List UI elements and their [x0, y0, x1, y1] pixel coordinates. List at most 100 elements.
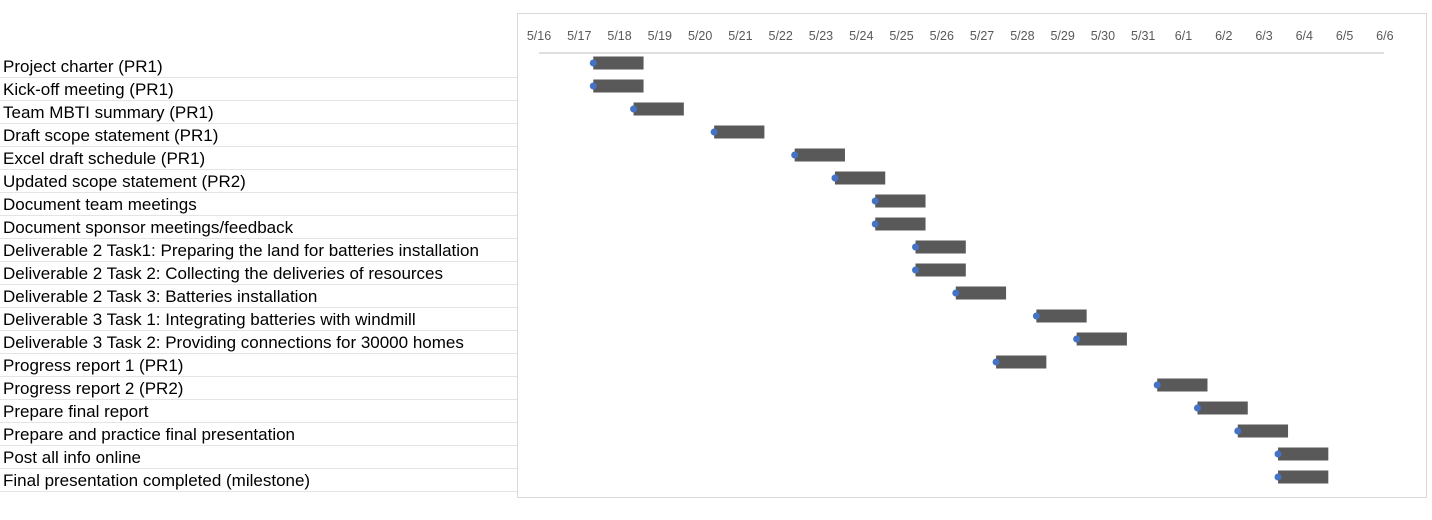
task-bar: [915, 263, 966, 277]
task-start-marker: [912, 243, 920, 251]
task-bar: [955, 286, 1007, 300]
task-label: Kick-off meeting (PR1): [3, 80, 174, 99]
task-start-marker: [589, 59, 597, 67]
x-tick-label: 5/30: [1091, 29, 1115, 43]
task-bar: [875, 217, 926, 231]
task-start-marker: [871, 197, 879, 205]
task-start-marker: [589, 82, 597, 90]
task-bar: [834, 171, 886, 185]
task-label: Document sponsor meetings/feedback: [3, 218, 294, 237]
x-tick-label: 6/2: [1215, 29, 1232, 43]
task-bar: [593, 79, 644, 93]
task-label: Deliverable 2 Task 2: Collecting the del…: [3, 264, 444, 283]
task-row: Post all info online: [0, 446, 517, 469]
task-bar: [875, 194, 926, 208]
task-row: Document team meetings: [0, 193, 517, 216]
x-tick-label: 5/19: [648, 29, 672, 43]
task-row: Progress report 1 (PR1): [0, 354, 517, 377]
task-label: Prepare and practice final presentation: [3, 425, 296, 444]
task-row: Kick-off meeting (PR1): [0, 78, 517, 101]
task-start-marker: [1234, 427, 1242, 435]
task-label: Prepare final report: [3, 402, 149, 421]
task-label: Deliverable 3 Task 1: Integrating batter…: [3, 310, 416, 329]
task-row: Deliverable 2 Task1: Preparing the land …: [0, 239, 517, 262]
task-start-marker: [1274, 473, 1282, 481]
task-start-marker: [791, 151, 799, 159]
task-row: Draft scope statement (PR1): [0, 124, 517, 147]
x-tick-label: 5/26: [930, 29, 954, 43]
x-tick-label: 5/18: [607, 29, 631, 43]
x-tick-label: 6/6: [1376, 29, 1393, 43]
task-row: Deliverable 3 Task 2: Providing connecti…: [0, 331, 517, 354]
task-start-marker: [630, 105, 638, 113]
task-start-marker: [992, 358, 1000, 366]
task-row: Project charter (PR1): [0, 55, 517, 78]
task-bar: [1197, 401, 1248, 415]
task-bar: [1036, 309, 1087, 323]
task-row: Deliverable 2 Task 3: Batteries installa…: [0, 285, 517, 308]
x-tick-label: 5/21: [728, 29, 752, 43]
x-tick-label: 5/29: [1050, 29, 1074, 43]
x-tick-label: 6/3: [1255, 29, 1272, 43]
task-row: Document sponsor meetings/feedback: [0, 216, 517, 239]
task-label: Progress report 2 (PR2): [3, 379, 184, 398]
task-row: Deliverable 2 Task 2: Collecting the del…: [0, 262, 517, 285]
task-start-marker: [710, 128, 718, 136]
task-bar: [794, 148, 845, 162]
task-bar: [1076, 332, 1127, 346]
task-label: Deliverable 2 Task 3: Batteries installa…: [3, 287, 318, 306]
chart-area: [517, 13, 1427, 498]
task-row: Prepare and practice final presentation: [0, 423, 517, 446]
task-bar: [593, 56, 644, 70]
x-tick-label: 6/4: [1296, 29, 1313, 43]
x-tick-label: 5/16: [527, 29, 551, 43]
task-row: Updated scope statement (PR2): [0, 170, 517, 193]
task-bar: [996, 355, 1047, 369]
task-start-marker: [1073, 335, 1081, 343]
task-start-marker: [831, 174, 839, 182]
x-tick-label: 5/17: [567, 29, 591, 43]
task-row: Team MBTI summary (PR1): [0, 101, 517, 124]
task-label: Deliverable 2 Task1: Preparing the land …: [3, 241, 479, 260]
x-tick-label: 5/23: [809, 29, 833, 43]
task-row: Excel draft schedule (PR1): [0, 147, 517, 170]
x-tick-label: 5/24: [849, 29, 873, 43]
task-bars: [589, 56, 1329, 484]
task-bar: [633, 102, 684, 116]
x-tick-label: 6/5: [1336, 29, 1353, 43]
x-tick-label: 5/22: [769, 29, 793, 43]
task-start-marker: [1153, 381, 1161, 389]
x-tick-label: 5/31: [1131, 29, 1155, 43]
task-label: Team MBTI summary (PR1): [3, 103, 214, 122]
task-start-marker: [952, 289, 960, 297]
x-tick-label: 5/28: [1010, 29, 1034, 43]
gantt-chart: 5/16 5/17 5/18 5/19 5/20 5/21 5/22 5/23 5/24 5/25…: [527, 29, 1394, 484]
task-start-marker: [871, 220, 879, 228]
x-tick-label: 6/1: [1175, 29, 1192, 43]
x-axis-ticks: 5/16 5/17 5/18 5/19 5/20 5/21 5/22 5/23 5/24 5/25…: [527, 29, 1394, 43]
task-label: Updated scope statement (PR2): [3, 172, 246, 191]
task-row: Prepare final report: [0, 400, 517, 423]
task-start-marker: [1193, 404, 1201, 412]
task-label: Document team meetings: [3, 195, 197, 214]
task-row: Progress report 2 (PR2): [0, 377, 517, 400]
task-label: Progress report 1 (PR1): [3, 356, 184, 375]
task-bar: [714, 125, 765, 139]
x-tick-label: 5/27: [970, 29, 994, 43]
task-label: Project charter (PR1): [3, 57, 163, 76]
task-start-marker: [912, 266, 920, 274]
task-bar: [1157, 378, 1208, 392]
task-bar: [1278, 447, 1329, 461]
task-label: Post all info online: [3, 448, 141, 467]
task-label: Final presentation completed (milestone): [3, 471, 311, 490]
task-bar: [1237, 424, 1289, 438]
task-label: Deliverable 3 Task 2: Providing connecti…: [3, 333, 464, 352]
x-tick-label: 5/25: [889, 29, 913, 43]
task-start-marker: [1032, 312, 1040, 320]
task-label: Draft scope statement (PR1): [3, 126, 219, 145]
task-bar: [915, 240, 966, 254]
task-row: Final presentation completed (milestone): [0, 469, 517, 492]
task-start-marker: [1274, 450, 1282, 458]
x-tick-label: 5/20: [688, 29, 712, 43]
task-label: Excel draft schedule (PR1): [3, 149, 206, 168]
